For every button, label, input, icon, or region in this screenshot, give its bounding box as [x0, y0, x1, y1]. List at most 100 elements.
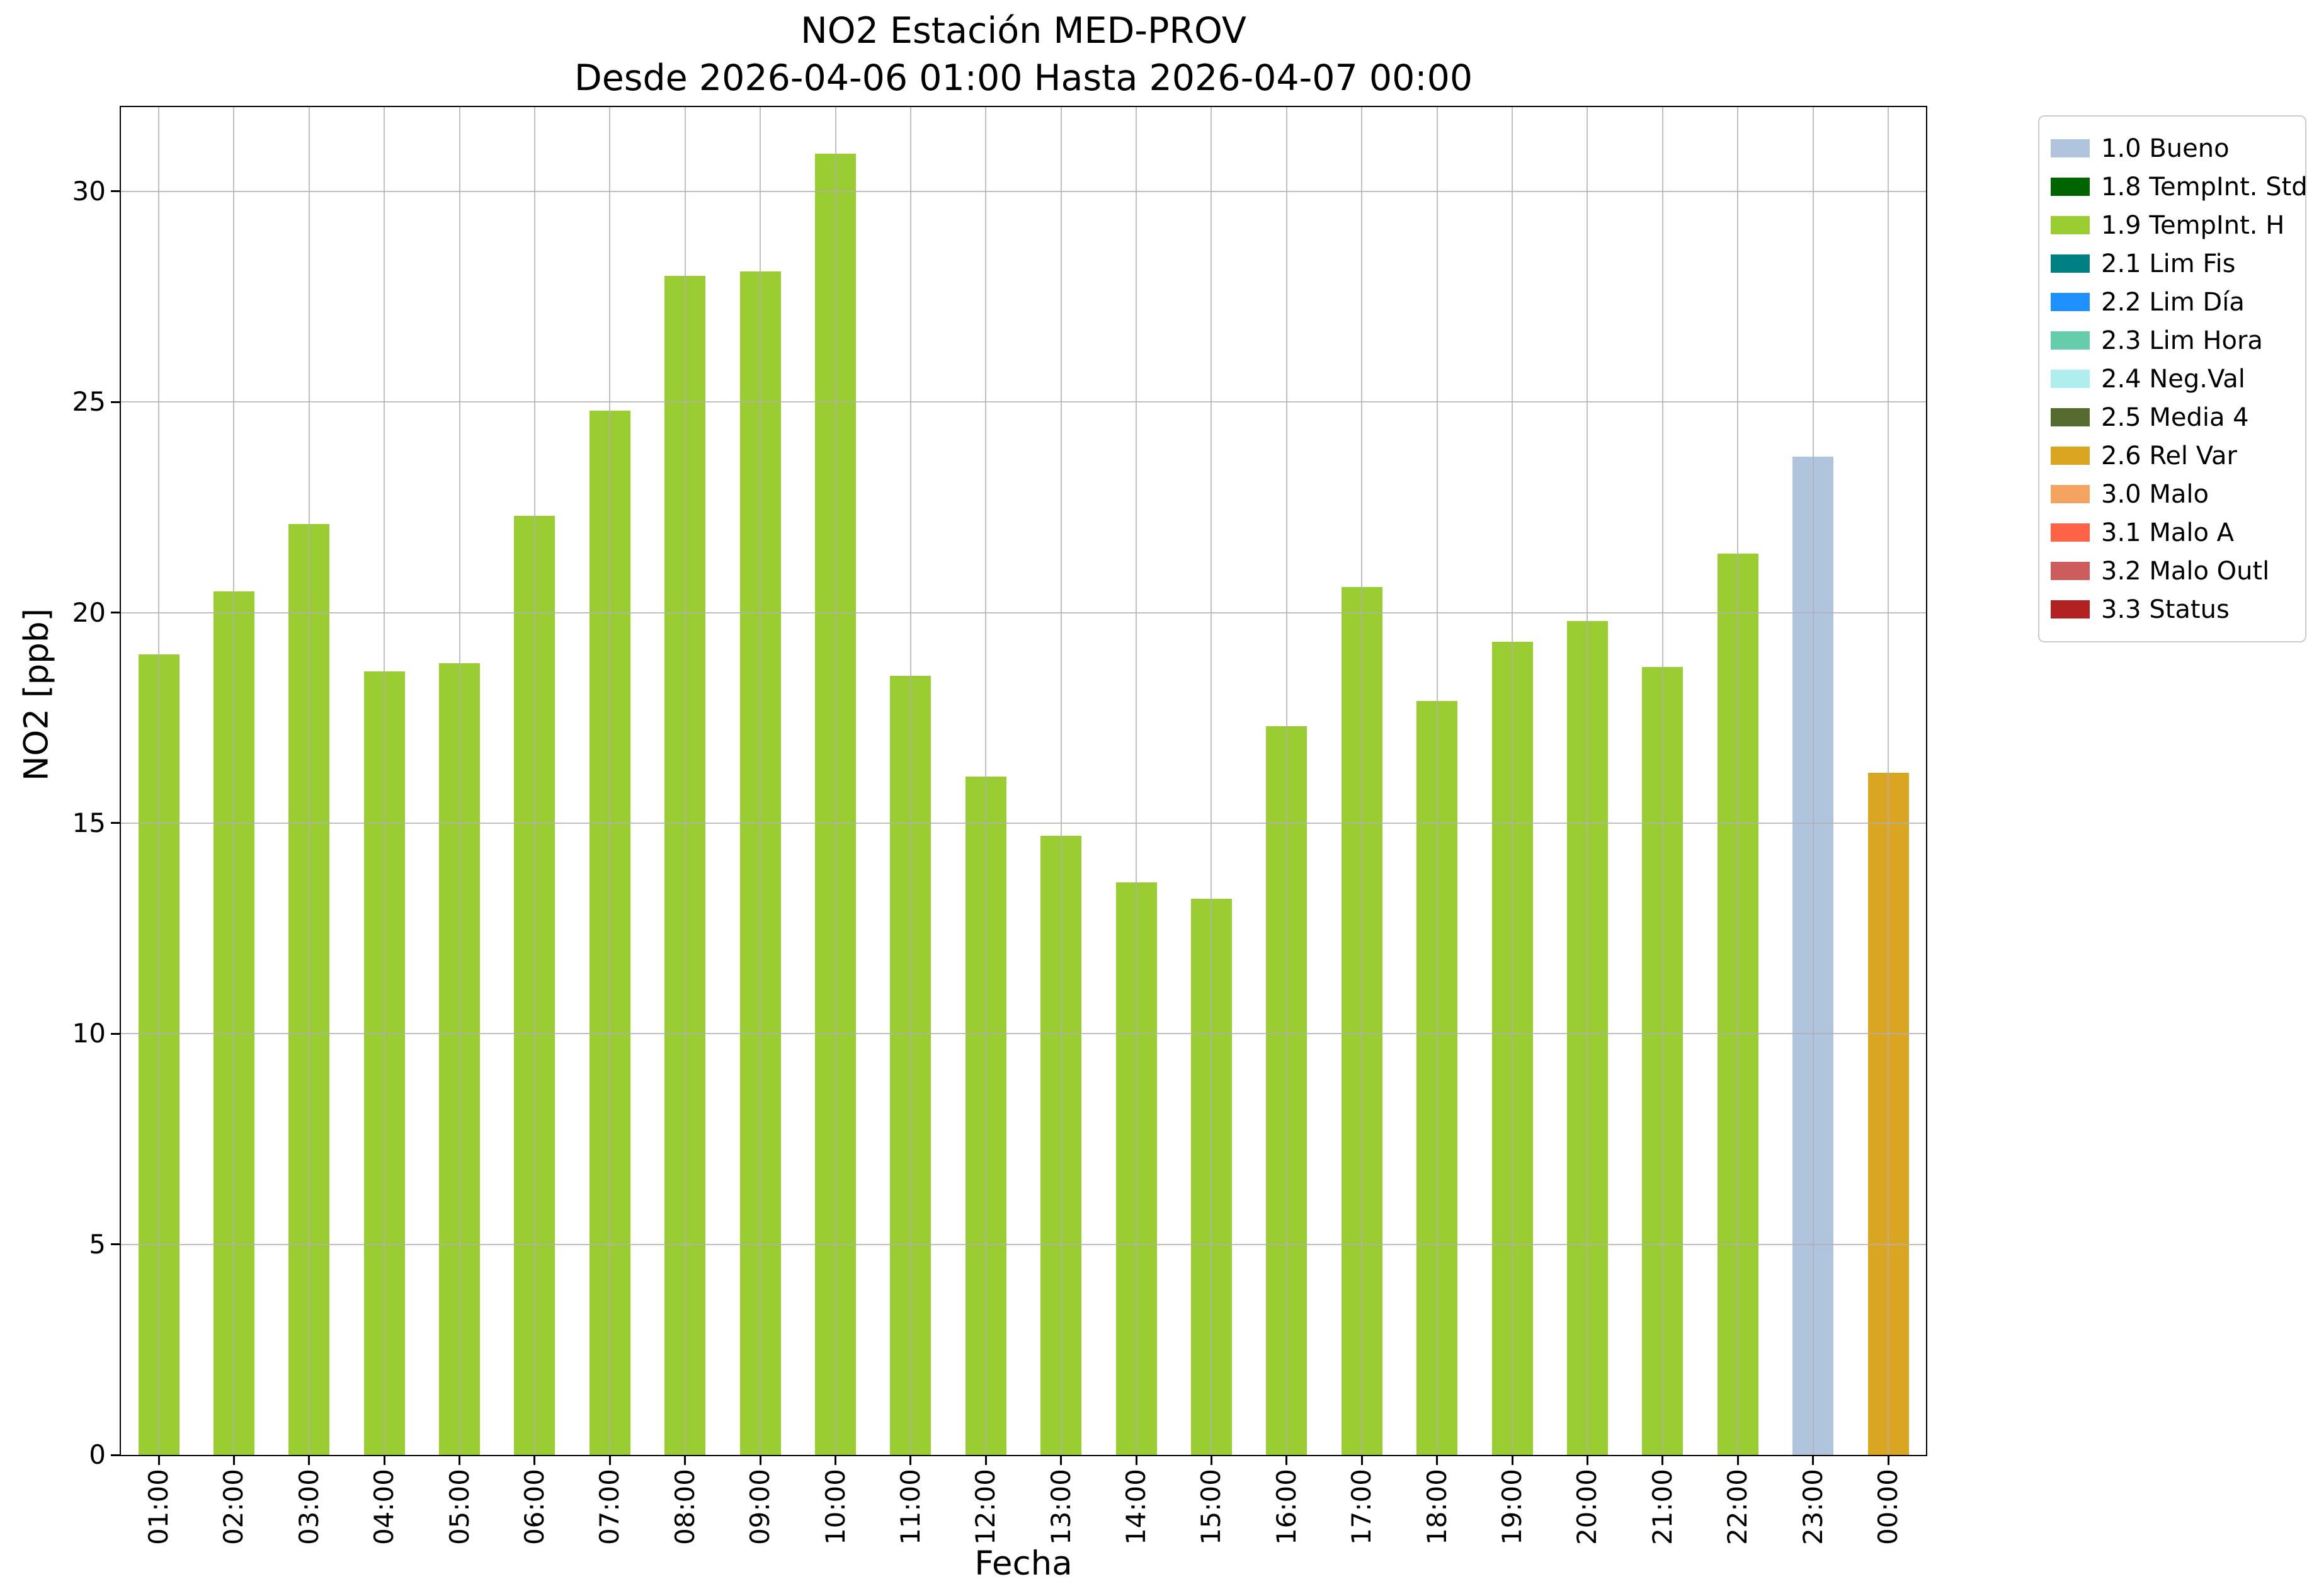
x-tick-mark: [1060, 1456, 1063, 1465]
bar-2000: [1566, 620, 1608, 1455]
x-tick-mark: [1661, 1456, 1664, 1465]
x-tick-label: 00:00: [1872, 1469, 1903, 1546]
legend-item: 3.2 Malo Outl: [2051, 552, 2294, 590]
bar-0600: [514, 515, 556, 1455]
x-axis-label: Fecha: [974, 1544, 1073, 1583]
x-tick-mark: [1210, 1456, 1212, 1465]
legend-swatch: [2051, 447, 2090, 465]
legend-item-label: 3.0 Malo: [2101, 479, 2209, 509]
bar-1600: [1266, 726, 1308, 1455]
bar-1300: [1040, 835, 1082, 1455]
legend-item: 3.3 Status: [2051, 590, 2294, 629]
legend-item-label: 2.3 Lim Hora: [2101, 326, 2263, 355]
x-tick-mark: [1135, 1456, 1137, 1465]
legend-item-label: 3.1 Malo A: [2101, 518, 2235, 547]
legend-item: 2.4 Neg.Val: [2051, 360, 2294, 398]
bar-1000: [815, 153, 857, 1455]
y-tick-label: 15: [72, 807, 106, 838]
plot-area: [120, 106, 1927, 1456]
x-tick-mark: [1285, 1456, 1288, 1465]
legend-item: 1.9 TempInt. H: [2051, 206, 2294, 244]
chart-title-block: NO2 Estación MED-PROV Desde 2026-04-06 0…: [120, 8, 1927, 102]
x-tick-label: 06:00: [518, 1469, 550, 1546]
legend-item-label: 3.2 Malo Outl: [2101, 556, 2270, 586]
x-tick-label: 08:00: [669, 1469, 700, 1546]
legend-swatch: [2051, 562, 2090, 580]
bar-1100: [890, 675, 932, 1455]
x-tick-label: 10:00: [819, 1469, 851, 1546]
bar-0800: [664, 275, 706, 1455]
x-tick-mark: [1436, 1456, 1439, 1465]
x-tick-mark: [308, 1456, 311, 1465]
x-tick-label: 05:00: [443, 1469, 475, 1546]
bar-0300: [288, 524, 330, 1455]
x-tick-mark: [608, 1456, 611, 1465]
legend-swatch: [2051, 139, 2090, 157]
x-tick-label: 17:00: [1346, 1469, 1377, 1546]
x-tick-label: 02:00: [218, 1469, 249, 1546]
x-tick-mark: [157, 1456, 160, 1465]
x-tick-label: 03:00: [293, 1469, 324, 1546]
x-tick-label: 18:00: [1421, 1469, 1452, 1546]
x-tick-mark: [1586, 1456, 1588, 1465]
x-tick-mark: [1812, 1456, 1815, 1465]
bar-1200: [965, 777, 1006, 1455]
legend: 1.0 Bueno 1.8 TempInt. Std 1.9 TempInt. H 2…: [2038, 115, 2308, 642]
bars-layer: [121, 107, 1926, 1455]
x-tick-mark: [383, 1456, 385, 1465]
legend-swatch: [2051, 485, 2090, 503]
y-tick-mark: [111, 822, 120, 824]
x-tick-mark: [1736, 1456, 1739, 1465]
x-tick-label: 23:00: [1797, 1469, 1828, 1546]
x-tick-label: 04:00: [368, 1469, 400, 1546]
bar-1900: [1491, 642, 1533, 1455]
bar-0900: [739, 271, 781, 1455]
x-tick-label: 13:00: [1045, 1469, 1076, 1546]
x-tick-label: 20:00: [1571, 1469, 1603, 1546]
y-tick-label: 10: [72, 1018, 106, 1049]
legend-swatch: [2051, 523, 2090, 542]
legend-item: 3.0 Malo: [2051, 475, 2294, 513]
x-tick-mark: [1887, 1456, 1889, 1465]
legend-swatch: [2051, 293, 2090, 311]
x-tick-label: 14:00: [1120, 1469, 1152, 1546]
bar-1700: [1341, 587, 1382, 1455]
x-tick-mark: [984, 1456, 987, 1465]
bar-2300: [1792, 457, 1834, 1455]
x-tick-mark: [835, 1456, 837, 1465]
y-tick-label: 30: [72, 175, 106, 207]
x-tick-mark: [533, 1456, 536, 1465]
x-tick-label: 07:00: [594, 1469, 625, 1546]
legend-item: 2.5 Media 4: [2051, 398, 2294, 436]
legend-swatch: [2051, 216, 2090, 234]
legend-item-label: 2.5 Media 4: [2101, 402, 2249, 432]
legend-item-label: 2.1 Lim Fis: [2101, 249, 2236, 278]
legend-item-label: 3.3 Status: [2101, 595, 2230, 624]
y-tick-label: 25: [72, 386, 106, 418]
bar-2100: [1642, 667, 1684, 1455]
x-tick-mark: [684, 1456, 687, 1465]
x-tick-mark: [759, 1456, 761, 1465]
legend-item-label: 2.2 Lim Día: [2101, 287, 2245, 317]
legend-item-label: 1.8 TempInt. Std: [2101, 172, 2308, 202]
bar-0700: [589, 410, 630, 1455]
y-tick-mark: [111, 190, 120, 193]
legend-item: 2.2 Lim Día: [2051, 283, 2294, 321]
y-tick-mark: [111, 1243, 120, 1246]
x-tick-label: 12:00: [970, 1469, 1001, 1546]
legend-swatch: [2051, 254, 2090, 273]
x-tick-mark: [909, 1456, 912, 1465]
x-tick-label: 09:00: [744, 1469, 776, 1546]
legend-item: 1.8 TempInt. Std: [2051, 168, 2308, 206]
x-tick-mark: [232, 1456, 235, 1465]
chart-title: NO2 Estación MED-PROV: [801, 10, 1246, 52]
legend-item-label: 2.4 Neg.Val: [2101, 364, 2245, 394]
y-tick-label: 5: [89, 1228, 106, 1260]
bar-0400: [363, 671, 405, 1455]
y-tick-mark: [111, 401, 120, 403]
x-tick-label: 21:00: [1646, 1469, 1678, 1546]
x-tick-mark: [1360, 1456, 1363, 1465]
legend-item: 2.3 Lim Hora: [2051, 321, 2294, 360]
legend-swatch: [2051, 370, 2090, 388]
